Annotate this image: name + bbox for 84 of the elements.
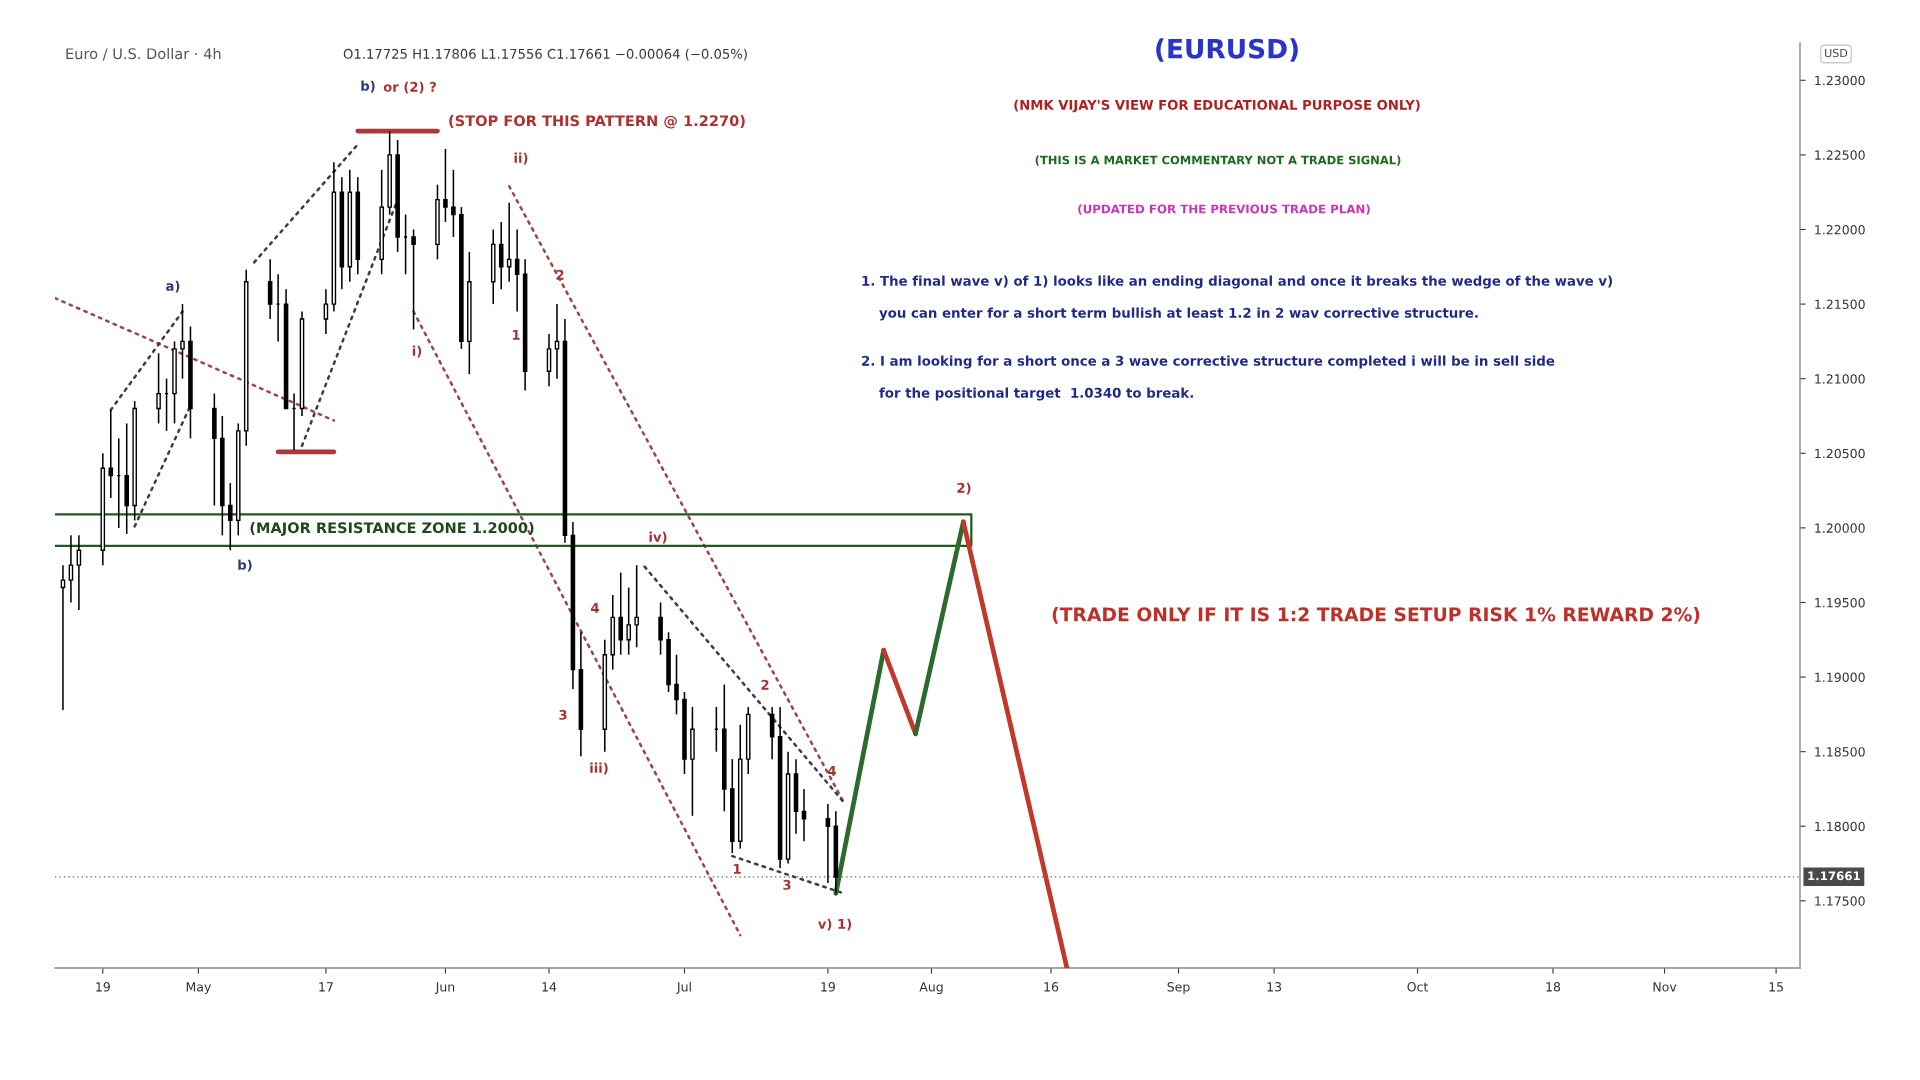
x-tick-label: 13 — [1267, 982, 1282, 992]
annotation: (NMK VIJAY'S VIEW FOR EDUCATIONAL PURPOSE ONLY) — [1014, 99, 1420, 113]
annotation: (UPDATED FOR THE PREVIOUS TRADE PLAN) — [1078, 204, 1370, 215]
y-tick-label: 1.17500 — [1815, 896, 1865, 906]
annotation: b) — [361, 80, 375, 93]
x-tick-label: 19 — [821, 982, 835, 992]
annotation: you can enter for a short term bullish at least 1.2 in 2 wav corrective structure. — [879, 307, 1478, 321]
annotation: iii) — [590, 762, 608, 775]
candlestick — [60, 564, 66, 711]
candlestick — [490, 228, 496, 305]
x-tick-label: Sep — [1167, 982, 1190, 994]
annotation: (THIS IS A MARKET COMMENTARY NOT A TRADE SIGNAL) — [1035, 155, 1401, 166]
annotation: 3 — [559, 709, 567, 720]
annotation: O1.17725 H1.17806 L1.17556 C1.17661 −0.00064 (−0.05%) — [343, 48, 747, 61]
annotation: for the positional target 1.0340 to break. — [879, 387, 1193, 401]
y-tick-label: 1.18000 — [1815, 821, 1865, 832]
annotation: (MAJOR RESISTANCE ZONE 1.2000) — [250, 521, 534, 536]
y-tick-label: 1.18500 — [1815, 747, 1865, 757]
candlestick — [267, 258, 273, 320]
candlestick — [323, 288, 329, 335]
candlestick — [124, 422, 130, 535]
annotation: 2) — [957, 482, 971, 495]
chart-subtitle: Euro / U.S. Dollar · 4h — [66, 47, 221, 61]
x-tick-label: May — [186, 982, 211, 994]
annotation: 4 — [591, 603, 599, 613]
candlestick — [801, 788, 807, 842]
annotation: 3 — [783, 879, 791, 890]
candlestick — [228, 482, 233, 552]
candlestick — [745, 706, 751, 775]
annotation: 1 — [512, 330, 520, 340]
annotation: 2. I am looking for a short once a 3 wave corrective structure completed i will be in sell side — [862, 355, 1555, 369]
annotation: (STOP FOR THIS PATTERN @ 1.2270) — [449, 114, 745, 129]
annotation: 1. The final wave v) of 1) looks like an ending diagonal and once it breaks the wedge of the wave v) — [862, 275, 1612, 289]
candlestick — [554, 303, 560, 380]
x-tick-label: 16 — [1044, 982, 1059, 992]
ref-line-label: 1.17661 — [1808, 871, 1860, 881]
candlestick — [722, 683, 727, 813]
candlestick — [467, 251, 472, 375]
candlestick — [355, 176, 361, 276]
annotation: iv) — [649, 531, 667, 544]
annotation: (TRADE ONLY IF IT IS 1:2 TRADE SETUP RISK 1% REWARD 2%) — [1052, 606, 1700, 624]
x-tick-label: 17 — [319, 982, 333, 992]
annotation: 2 — [556, 269, 564, 280]
candlestick — [68, 534, 74, 604]
annotation: b) — [238, 559, 252, 572]
y-axis-title: USD — [1825, 48, 1848, 58]
y-tick-label: 1.21000 — [1815, 374, 1865, 384]
y-tick-label: 1.21500 — [1815, 299, 1865, 310]
x-tick-label: Jul — [676, 981, 691, 994]
y-tick-label: 1.22500 — [1815, 150, 1865, 160]
annotation: 2 — [761, 679, 769, 690]
candlestick — [825, 803, 831, 884]
annotation: v) 1) — [817, 918, 852, 931]
x-tick-label: 15 — [1769, 982, 1783, 992]
x-tick-label: 18 — [1546, 982, 1561, 992]
annotation: or (2) ? — [383, 81, 436, 94]
annotation: 1 — [733, 864, 741, 874]
y-tick-label: 1.23000 — [1815, 75, 1865, 86]
candlestick — [610, 594, 616, 671]
x-tick-label: Nov — [1653, 982, 1677, 992]
x-tick-label: Jun — [435, 982, 455, 994]
x-tick-label: Aug — [919, 982, 943, 994]
candlestick — [108, 409, 114, 499]
y-tick-label: 1.19000 — [1815, 672, 1865, 682]
y-tick-label: 1.20000 — [1815, 523, 1865, 533]
candlestick — [180, 303, 185, 380]
annotation: a) — [166, 280, 180, 293]
candlestick — [243, 269, 249, 447]
candlestick — [220, 415, 225, 537]
x-tick-label: Oct — [1407, 982, 1429, 992]
annotation: i) — [412, 345, 422, 358]
candlestick — [546, 333, 552, 387]
annotation: ii) — [514, 152, 528, 165]
annotation: 4 — [828, 766, 836, 776]
x-tick-label: 14 — [542, 982, 557, 992]
x-tick-label: 19 — [96, 982, 110, 992]
chart-title: (EURUSD) — [1156, 38, 1298, 62]
y-tick-label: 1.22000 — [1815, 224, 1865, 235]
y-tick-label: 1.20500 — [1815, 448, 1865, 459]
candlestick — [690, 706, 695, 817]
y-tick-label: 1.19500 — [1815, 597, 1865, 608]
candlestick — [634, 564, 639, 648]
candlestick — [737, 724, 743, 850]
candlestick — [451, 169, 456, 238]
